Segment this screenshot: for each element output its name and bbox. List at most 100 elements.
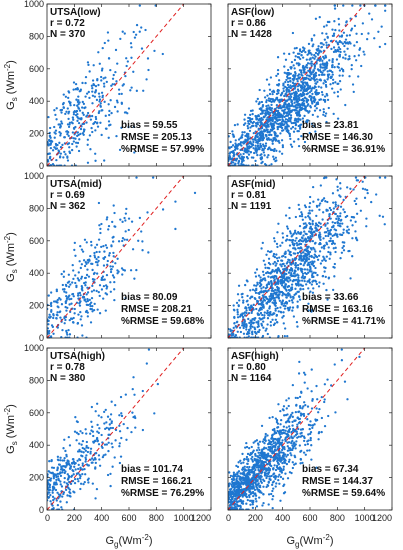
data-point [329,233,332,236]
data-point [273,296,276,300]
data-point [329,208,333,212]
data-point [63,481,66,484]
data-point [287,249,290,252]
data-point [281,144,284,147]
data-point [346,186,349,189]
data-point [281,294,284,297]
data-point [49,335,53,338]
data-point [64,153,67,156]
data-point [63,322,66,325]
data-point [161,208,165,211]
data-point [54,488,58,492]
data-point [76,277,79,280]
data-point [261,133,265,136]
data-point [85,309,88,313]
data-point [286,335,289,338]
data-point [285,88,288,92]
data-point [339,187,342,190]
data-point [331,58,334,61]
data-point [303,280,306,283]
data-point [283,414,286,417]
data-point [287,271,291,274]
data-point [74,468,77,471]
data-point [88,298,91,302]
data-point [65,501,68,504]
data-point [260,119,263,122]
data-point [333,266,336,269]
data-point [338,35,341,38]
data-point [255,449,259,452]
data-point [275,242,279,246]
data-point [66,155,69,158]
data-point [272,252,276,256]
data-point [293,108,296,111]
data-point [268,83,271,86]
data-point [272,254,275,258]
data-point [133,151,136,154]
one-to-one-line [227,3,366,167]
data-point [303,104,306,107]
data-point [112,204,115,207]
data-point [86,111,90,115]
data-point [336,185,339,188]
data-point [239,142,242,146]
data-point [76,459,79,462]
data-point [360,64,363,68]
data-point [247,494,251,497]
data-point [317,198,320,201]
data-point [61,459,64,462]
data-point [316,80,319,84]
data-point [257,309,261,312]
data-point [341,222,344,225]
data-point [340,348,343,351]
data-point [103,85,106,88]
data-point [248,329,251,332]
data-point [100,433,103,437]
data-point [288,103,291,107]
data-point [279,123,282,127]
data-point [85,262,88,266]
data-point [318,68,322,72]
data-point [102,257,105,260]
data-point [275,134,278,138]
data-point [99,75,103,79]
data-point [298,444,301,447]
data-point [262,298,266,302]
data-point [47,115,50,119]
data-point [291,280,295,283]
data-point [74,125,77,129]
data-point [336,117,340,120]
data-point [97,414,100,417]
data-point [261,440,265,443]
data-point [50,140,54,143]
data-point [283,446,286,449]
data-point [85,273,89,277]
data-point [299,428,303,431]
data-point [266,266,270,269]
data-point [309,70,312,73]
data-point [307,119,310,122]
data-point [63,438,66,441]
data-point [270,103,273,107]
data-point [64,449,67,453]
data-point [307,309,310,312]
data-point [314,71,318,75]
data-point [120,102,124,105]
data-point [314,51,318,55]
data-point [345,21,348,24]
data-point [247,303,250,306]
data-point [113,298,116,302]
data-point [120,412,123,415]
data-point [56,298,59,302]
data-point [324,68,327,71]
data-point [260,109,264,112]
data-point [98,250,101,254]
data-point [314,266,317,270]
data-point [93,302,96,306]
data-point [47,144,50,147]
data-point [325,66,328,70]
data-point [280,265,283,268]
data-point [98,312,102,315]
data-point [310,368,313,371]
data-point [55,107,58,110]
